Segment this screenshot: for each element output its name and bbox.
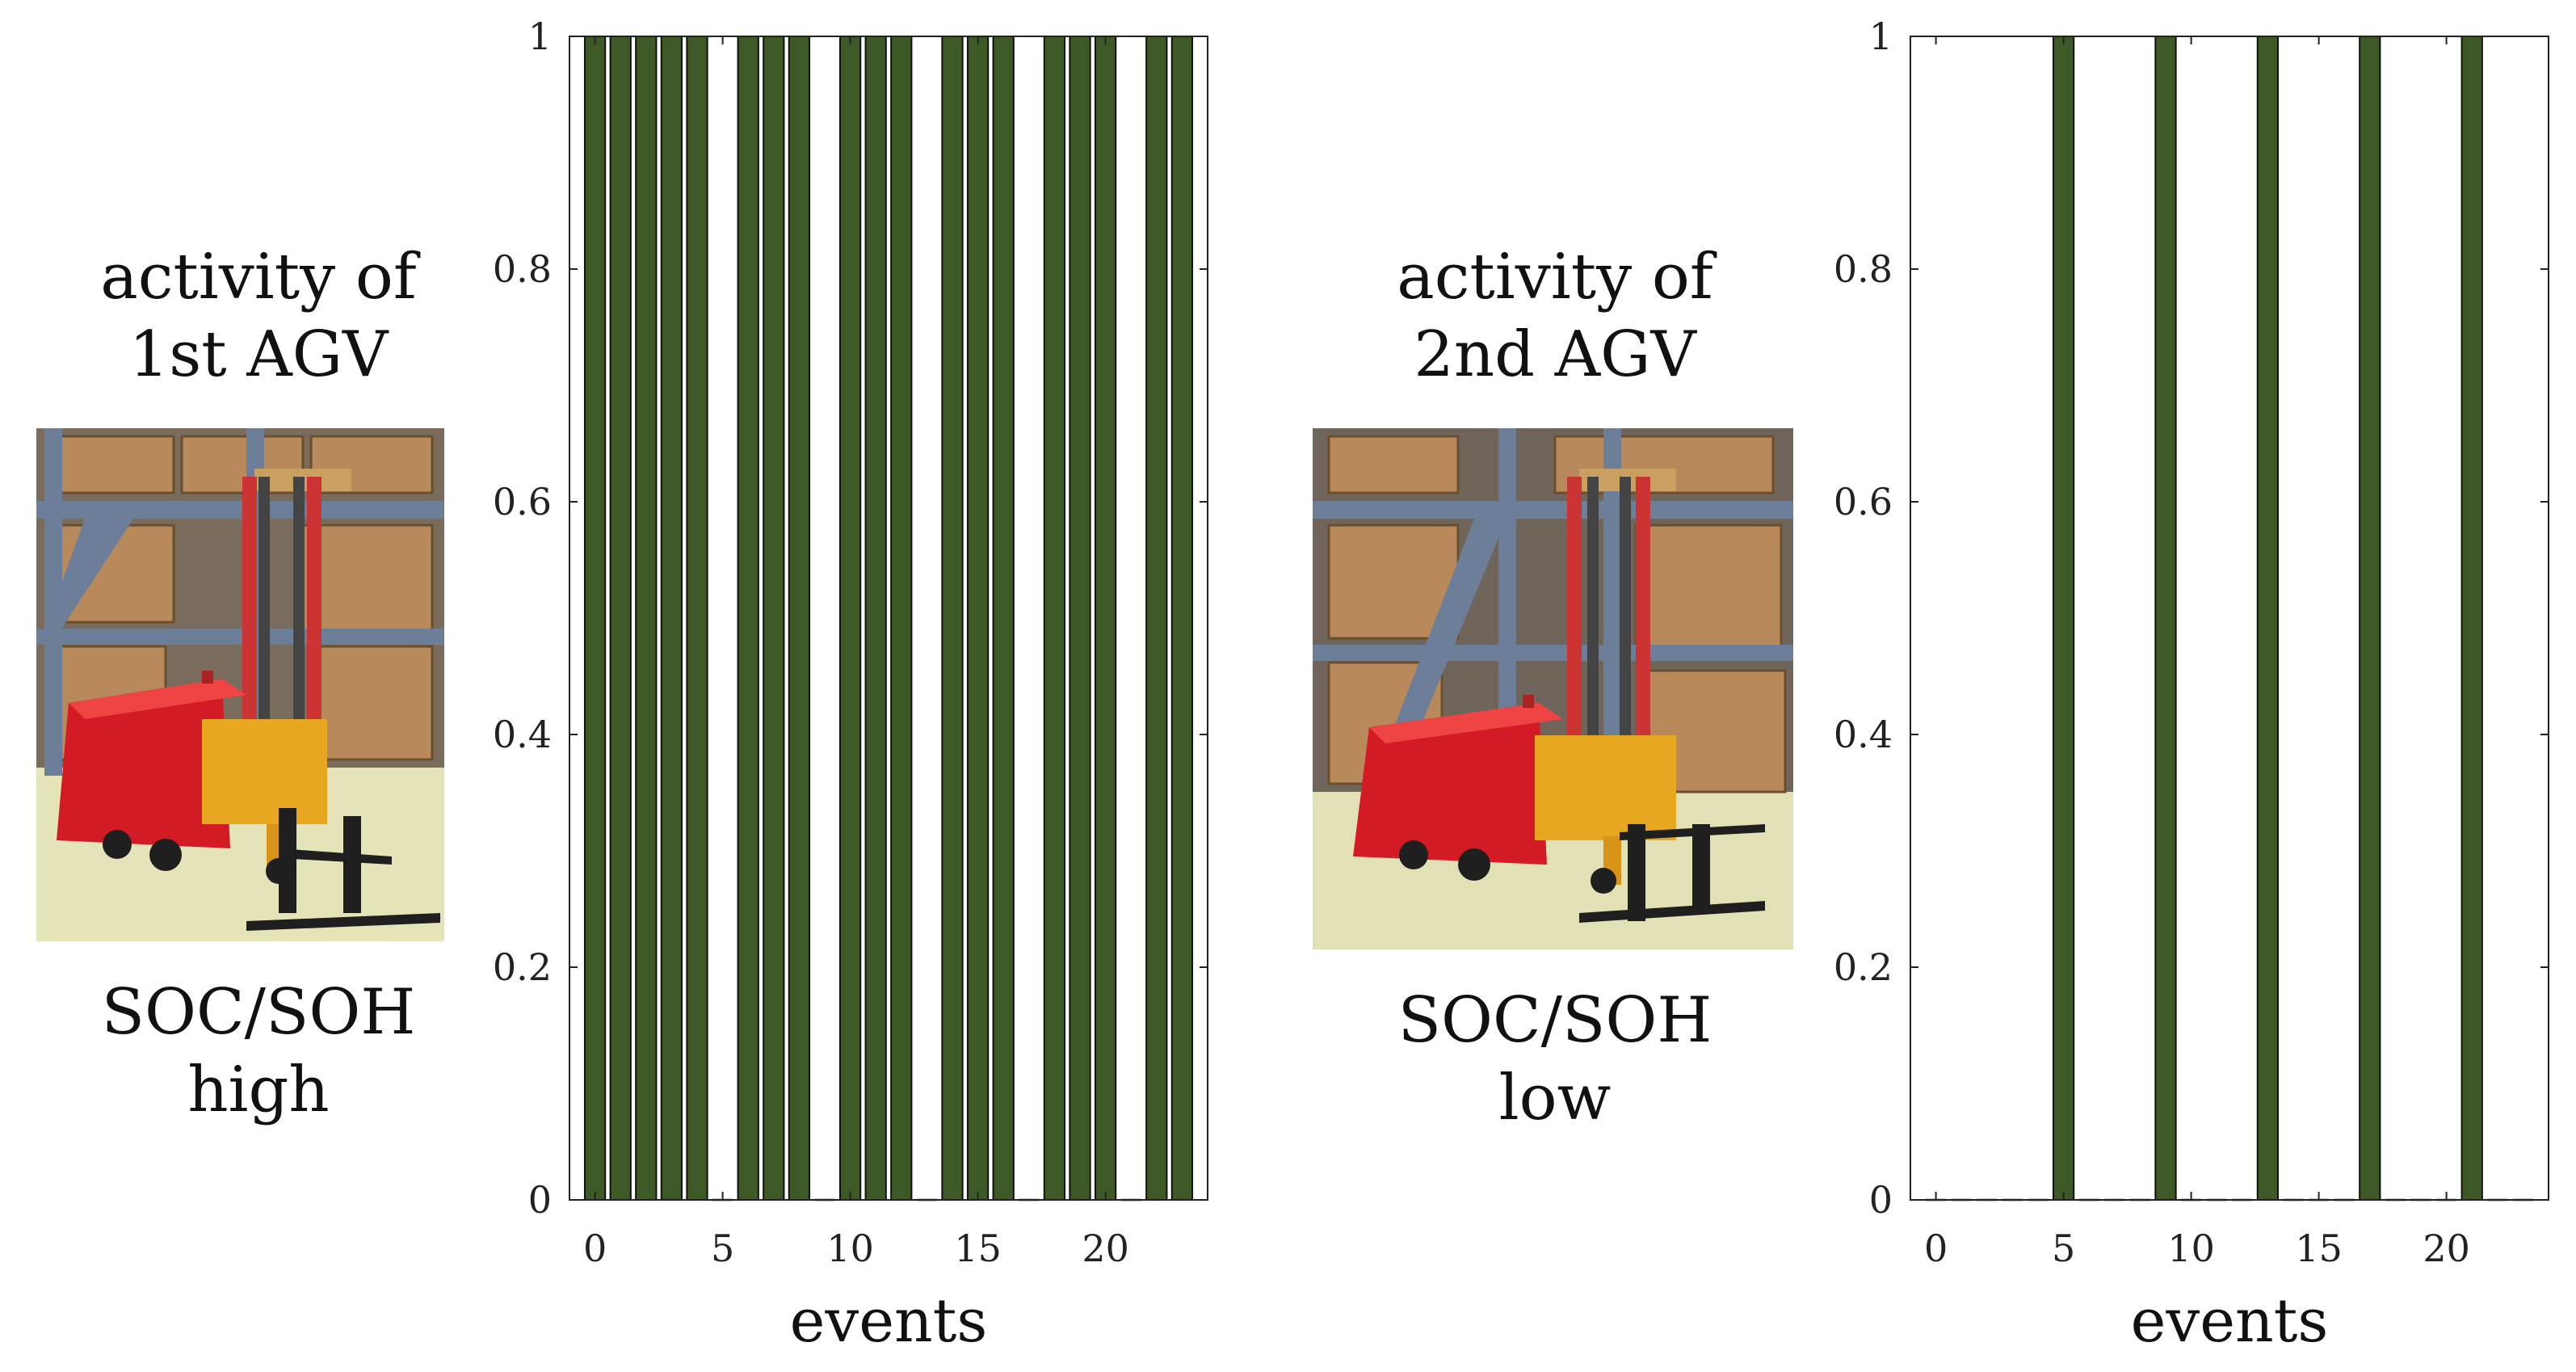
bar (660, 36, 683, 1201)
y-tick-label: 1 (1869, 15, 1893, 58)
bar (583, 36, 607, 1201)
bar (1043, 36, 1066, 1201)
y-tick-label: 1 (528, 15, 552, 58)
agv2-title-line1: activity of (1397, 241, 1713, 314)
agv1-soc-line1: SOC/SOH (101, 976, 416, 1049)
plot-frame (1910, 36, 2549, 1201)
x-tick-label: 5 (2052, 1227, 2075, 1270)
y-tick-label: 0.8 (493, 247, 552, 291)
y-tick-label: 0.6 (493, 480, 552, 524)
x-tick-label: 20 (2423, 1227, 2470, 1270)
bar (1069, 36, 1091, 1201)
x-tick-label: 0 (1924, 1227, 1948, 1270)
bar (966, 36, 990, 1201)
agv1-soc-line2: high (187, 1054, 330, 1126)
bar (1094, 36, 1117, 1201)
bar (864, 36, 887, 1201)
agv1-title-line2: 1st AGV (128, 318, 389, 391)
x-axis-label: events (2131, 1286, 2329, 1356)
bar (890, 36, 913, 1201)
agv2-soc-line1: SOC/SOH (1397, 984, 1712, 1057)
agv2-soc-label: SOC/SOH low (1313, 982, 1797, 1137)
x-tick-label: 15 (954, 1227, 1002, 1270)
agv1-title: activity of 1st AGV (32, 238, 485, 394)
agv1-title-line1: activity of (100, 241, 417, 314)
bar (686, 36, 708, 1201)
bar (609, 36, 632, 1201)
x-tick-label: 5 (711, 1227, 734, 1270)
y-tick-label: 0 (528, 1178, 552, 1222)
x-tick-label: 15 (2295, 1227, 2343, 1270)
y-tick-label: 0.4 (1834, 713, 1893, 756)
bar (838, 36, 862, 1201)
bar (941, 36, 964, 1201)
y-tick-label: 0.8 (1834, 247, 1893, 291)
bar (2256, 36, 2280, 1201)
bar (737, 36, 759, 1201)
agv2-image (1313, 428, 1793, 949)
bar (2052, 36, 2075, 1201)
agv2-title-line2: 2nd AGV (1414, 318, 1696, 391)
y-tick-label: 0.6 (1834, 480, 1893, 524)
y-tick-label: 0 (1869, 1178, 1893, 1222)
y-tick-label: 0.4 (493, 713, 552, 756)
bar (1170, 36, 1194, 1201)
bar (2359, 36, 2381, 1201)
x-tick-label: 0 (583, 1227, 607, 1270)
x-axis-label: events (790, 1286, 988, 1356)
plot-frame (569, 36, 1208, 1201)
bar (788, 36, 811, 1201)
agv1-soc-label: SOC/SOH high (32, 974, 485, 1129)
y-tick-label: 0.2 (493, 945, 552, 989)
bar (1145, 36, 1168, 1201)
bar (635, 36, 658, 1201)
bar (763, 36, 785, 1201)
agv2-soc-line2: low (1498, 1062, 1612, 1134)
x-tick-label: 10 (826, 1227, 874, 1270)
agv1-image (36, 428, 444, 941)
y-tick-label: 0.2 (1834, 945, 1893, 989)
bar (2154, 36, 2177, 1201)
bar (2460, 36, 2483, 1201)
x-tick-label: 20 (1082, 1227, 1129, 1270)
x-tick-label: 10 (2167, 1227, 2215, 1270)
bar (992, 36, 1015, 1201)
agv2-title: activity of 2nd AGV (1313, 238, 1797, 394)
